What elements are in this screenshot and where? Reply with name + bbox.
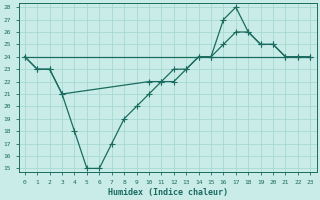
- X-axis label: Humidex (Indice chaleur): Humidex (Indice chaleur): [108, 188, 228, 197]
